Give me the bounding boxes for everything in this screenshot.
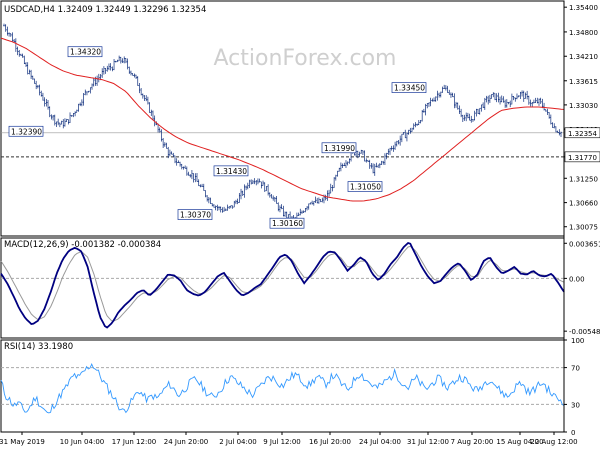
price-panel-frame xyxy=(0,0,565,237)
price-tick-label: 1.34210 xyxy=(569,53,598,61)
watermark: ActionForex.com xyxy=(214,46,397,71)
price-tick-label: 1.33615 xyxy=(569,78,598,86)
price-tick-label: 1.34800 xyxy=(569,29,598,37)
price-tick-label: 1.30075 xyxy=(569,224,598,232)
annotation-box xyxy=(347,181,383,192)
annotation-label: 1.31430 xyxy=(216,167,247,176)
macd-tick-label: 0.00 xyxy=(569,275,585,283)
macd-line xyxy=(0,241,565,329)
price-tick-label: 1.35400 xyxy=(569,4,598,12)
price-annotation: 1.33450 xyxy=(391,82,427,93)
price-annotation: 1.30370 xyxy=(177,209,213,220)
current-price-badge xyxy=(564,127,600,139)
macd-title: MACD(12,26,9) -0.001382 -0.000384 xyxy=(4,240,161,250)
annotation-box xyxy=(321,142,357,154)
x-tick-label: 31 May 2019 xyxy=(0,438,45,446)
price-annotation: 1.32390 xyxy=(8,125,44,137)
x-tick-label: 22 Aug 12:00 xyxy=(530,438,577,446)
annotation-box xyxy=(8,125,44,137)
x-tick-label: 15 Aug 04:00 xyxy=(496,438,543,446)
ema-line xyxy=(0,37,565,202)
macd-panel-frame xyxy=(0,237,565,339)
annotation-box xyxy=(269,217,305,229)
macd-signal-line xyxy=(0,245,565,322)
support-level-label: 1.31770 xyxy=(568,154,597,162)
annotation-label: 1.34320 xyxy=(70,48,101,57)
annotation-label: 1.30160 xyxy=(272,219,303,228)
x-tick-label: 16 Jul 20:00 xyxy=(309,438,351,446)
rsi-line xyxy=(0,362,565,414)
current-price-label: 1.32354 xyxy=(568,130,597,138)
rsi-title: RSI(14) 33.1980 xyxy=(4,342,73,352)
rsi-tick-label: 30 xyxy=(571,401,580,409)
x-tick-label: 31 Jul 12:00 xyxy=(407,438,449,446)
x-tick-label: 9 Jul 12:00 xyxy=(263,438,301,446)
annotation-label: 1.32390 xyxy=(11,127,42,136)
annotation-label: 1.31050 xyxy=(350,183,381,192)
annotation-box xyxy=(67,46,103,58)
x-tick-label: 24 Jun 20:00 xyxy=(164,438,208,446)
rsi-tick-label: 70 xyxy=(571,365,580,373)
macd-tick-label: 0.003651 xyxy=(569,240,600,248)
annotation-label: 1.31990 xyxy=(324,144,355,153)
annotation-box xyxy=(213,165,249,177)
x-tick-label: 7 Aug 20:00 xyxy=(451,438,494,446)
macd-layer xyxy=(0,241,565,329)
x-tick-label: 24 Jul 04:00 xyxy=(359,438,401,446)
price-annotation: 1.34320 xyxy=(67,46,103,58)
rsi-layer xyxy=(0,362,565,414)
price-annotation: 1.31990 xyxy=(321,142,357,154)
rsi-tick-label: 0 xyxy=(571,429,575,437)
price-annotation: 1.31050 xyxy=(347,181,383,192)
price-tick-label: 1.33030 xyxy=(569,102,598,110)
symbol-ohlc-label: USDCAD,H4 1.32409 1.32449 1.32296 1.3235… xyxy=(4,5,206,15)
annotation-label: 1.33450 xyxy=(394,84,425,93)
price-layer: 1.34320 1.32390 1.31430 1.30370 1.30160 1.319… xyxy=(0,23,565,229)
macd-tick-label: -0.005489 xyxy=(569,328,600,336)
support-level-badge xyxy=(564,151,600,163)
x-tick-label: 2 Jul 04:00 xyxy=(219,438,257,446)
price-tick-label: 1.30660 xyxy=(569,200,598,208)
annotation-box xyxy=(391,82,427,93)
price-annotation: 1.31430 xyxy=(213,165,249,177)
annotation-label: 1.30370 xyxy=(180,211,211,220)
price-annotation: 1.30160 xyxy=(269,217,305,229)
x-tick-label: 10 Jun 04:00 xyxy=(60,438,104,446)
price-tick-label: 1.31250 xyxy=(569,175,598,183)
rsi-tick-label: 100 xyxy=(571,337,584,345)
x-tick-label: 17 Jun 12:00 xyxy=(112,438,156,446)
annotation-box xyxy=(177,209,213,220)
